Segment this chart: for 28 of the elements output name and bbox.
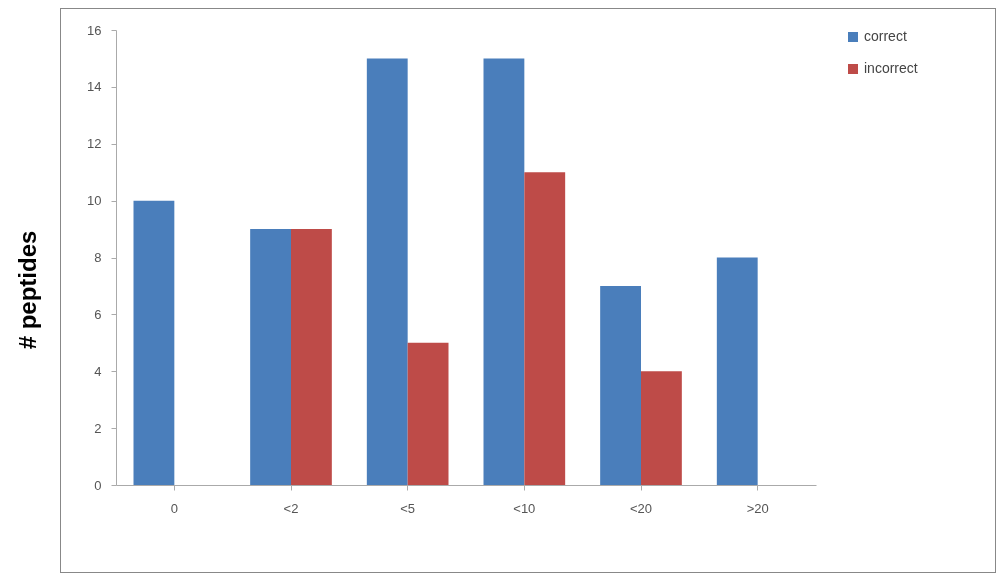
y-tick-label: 10 bbox=[87, 193, 102, 209]
legend-label: incorrect bbox=[864, 60, 918, 76]
bar bbox=[483, 58, 525, 485]
y-tick-label: 2 bbox=[94, 420, 102, 436]
bar bbox=[291, 229, 332, 485]
x-tick-label: <5 bbox=[400, 500, 416, 516]
x-tick-label: <20 bbox=[629, 500, 653, 516]
y-tick-label: 14 bbox=[87, 79, 102, 95]
y-tick-label: 6 bbox=[94, 306, 102, 322]
bar bbox=[641, 371, 682, 485]
y-tick-label: 8 bbox=[94, 250, 102, 265]
bar bbox=[366, 58, 408, 485]
legend-label: correct bbox=[864, 28, 907, 44]
y-axis-title: # peptides bbox=[14, 230, 42, 350]
x-tick-label: <10 bbox=[513, 500, 536, 516]
bar bbox=[250, 229, 291, 485]
y-tick-label: 16 bbox=[87, 22, 102, 38]
bar bbox=[133, 200, 175, 485]
bar bbox=[716, 257, 758, 485]
y-tick-label: 0 bbox=[94, 477, 102, 493]
y-tick-label: 4 bbox=[94, 363, 102, 379]
x-tick-label: >20 bbox=[746, 500, 769, 516]
x-tick-label: 0 bbox=[170, 500, 178, 516]
bar bbox=[524, 172, 566, 485]
x-tick-label: <2 bbox=[283, 500, 299, 516]
bar bbox=[600, 285, 641, 485]
bar bbox=[407, 342, 449, 485]
y-tick-label: 12 bbox=[87, 136, 102, 152]
